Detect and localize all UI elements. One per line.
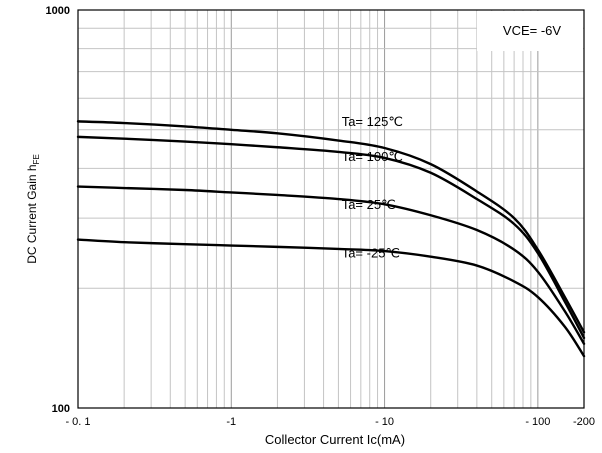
series-label-1: Ta= 100℃: [342, 149, 403, 164]
series-label-0: Ta= 125℃: [342, 114, 403, 129]
grid: [78, 10, 584, 408]
series-label-2: Ta= 25℃: [342, 197, 396, 212]
series-line-2: [76, 185, 586, 345]
x-tick-label-4: -200: [573, 416, 595, 428]
series-line-3: [76, 238, 586, 358]
y-tick-label-1: 1000: [46, 5, 70, 17]
y-tick-label-0: 100: [52, 403, 70, 415]
tick-labels: - 0. 1 -1 - 10 - 100 -200 100 1000: [46, 5, 596, 428]
y-axis-label-subscript: FE: [32, 154, 41, 164]
x-tick-label-1: -1: [226, 416, 236, 428]
condition-label: VCE= -6V: [503, 23, 561, 38]
x-tick-label-3: - 100: [525, 416, 550, 428]
x-axis-label: Collector Current Ic(mA): [265, 432, 405, 447]
plot-border: [77, 9, 585, 409]
curves: [76, 120, 586, 358]
y-axis-label: DC Current Gain hFE: [25, 154, 41, 264]
x-tick-label-0: - 0. 1: [65, 416, 90, 428]
condition-box: [477, 11, 583, 51]
labels: Ta= 125℃ Ta= 100℃ Ta= 25℃ Ta= -25℃: [342, 114, 403, 260]
x-tick-label-2: - 10: [375, 416, 394, 428]
y-axis-label-main: DC Current Gain h: [25, 164, 39, 263]
series-line-1: [76, 135, 586, 340]
series-label-3: Ta= -25℃: [342, 246, 400, 261]
series-line-0: [76, 120, 586, 334]
